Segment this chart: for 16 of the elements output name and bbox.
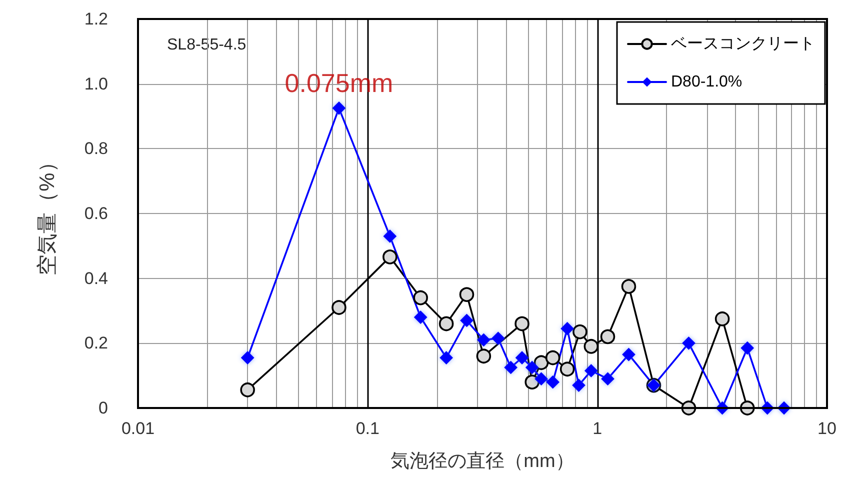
- y-tick-label: 0.8: [84, 139, 108, 158]
- legend-label: ベースコンクリート: [671, 36, 815, 52]
- x-tick-label: 1: [592, 419, 602, 438]
- x-tick-label: 0.01: [121, 419, 155, 438]
- annotation: SL8-55-4.5: [167, 36, 246, 54]
- y-axis-title: 空気量（%）: [36, 152, 59, 276]
- y-tick-label: 0: [98, 398, 108, 418]
- x-tick-label: 0.1: [356, 419, 380, 438]
- y-tick-label: 0.4: [84, 268, 108, 288]
- x-tick-label: 10: [818, 419, 836, 438]
- y-tick-label: 0.2: [84, 334, 108, 353]
- y-tick-label: 1.0: [84, 74, 108, 94]
- y-tick-label: 1.2: [84, 10, 108, 28]
- x-axis-title: 気泡径の直径（mm）: [390, 451, 574, 472]
- legend-label: D80-1.0%: [671, 74, 742, 90]
- y-tick-label: 0.6: [84, 204, 108, 223]
